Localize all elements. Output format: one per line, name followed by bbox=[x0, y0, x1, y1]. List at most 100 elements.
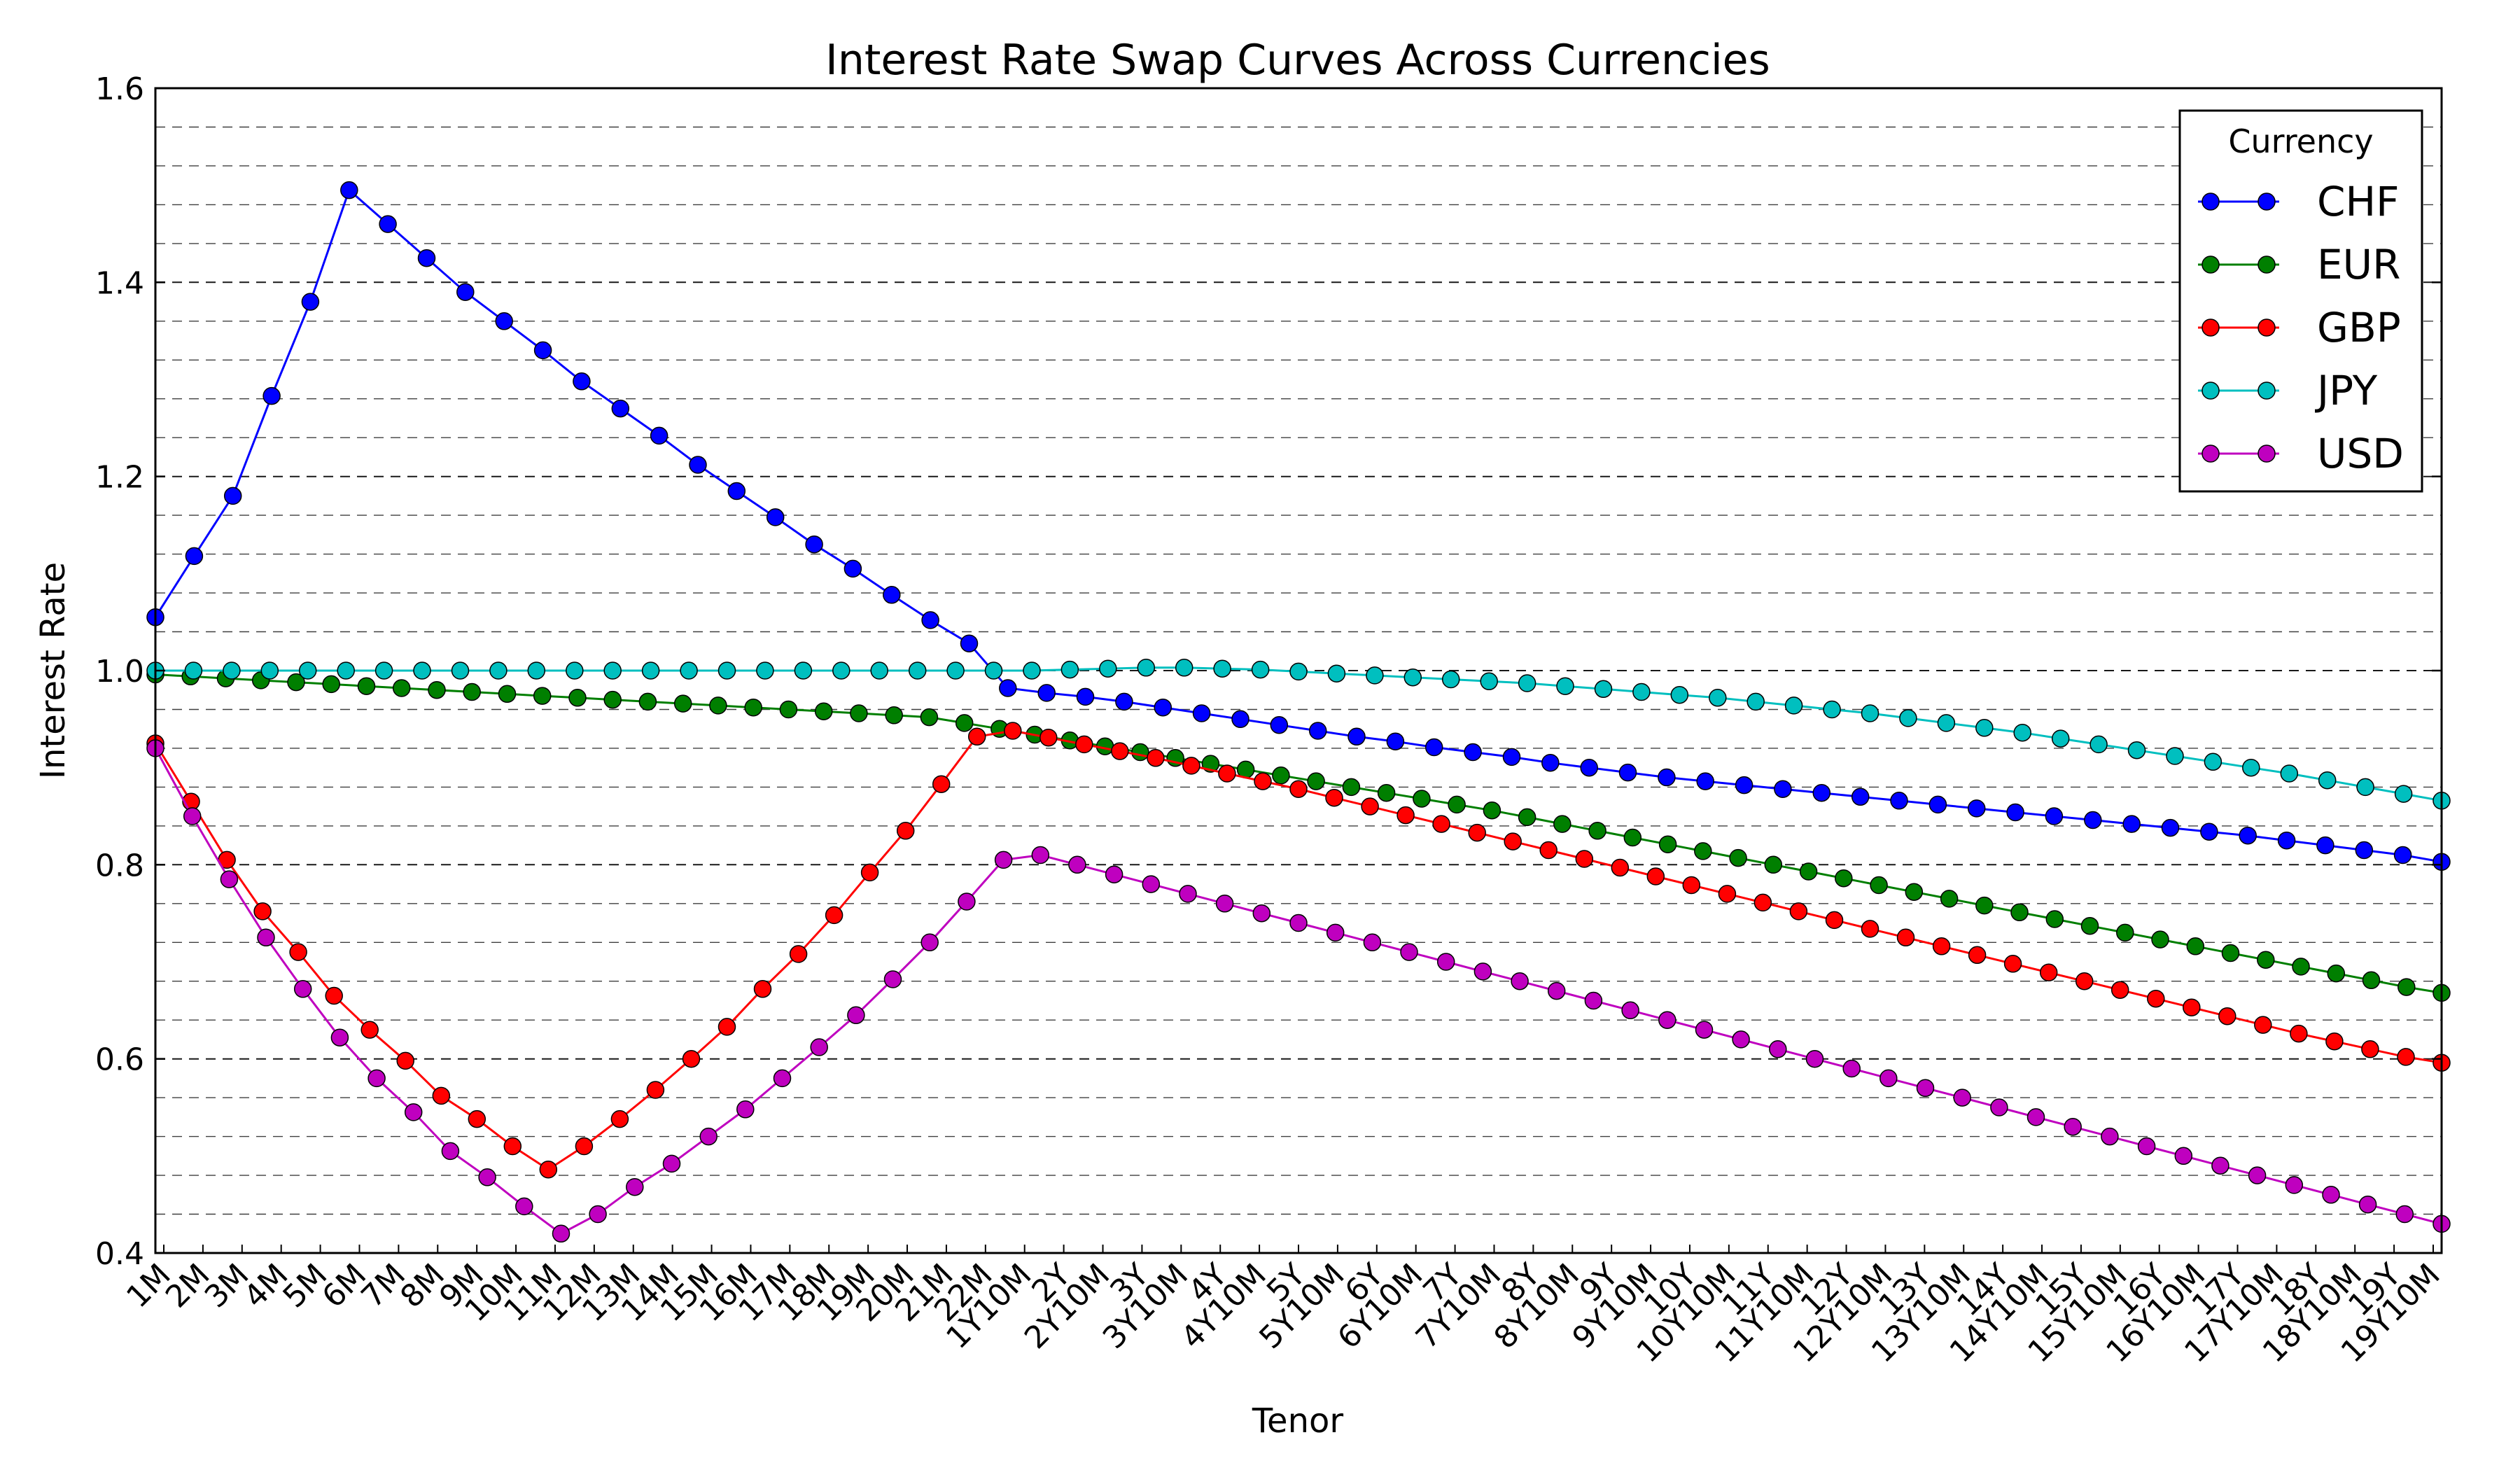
data-point bbox=[1040, 728, 1058, 747]
data-point bbox=[1932, 937, 1951, 955]
data-point bbox=[2045, 910, 2064, 928]
data-point bbox=[220, 870, 239, 888]
legend-marker bbox=[2202, 192, 2220, 211]
data-point bbox=[1632, 682, 1651, 701]
data-point bbox=[1441, 670, 1460, 689]
legend-entries: CHF EUR GBP JPY USD bbox=[2198, 178, 2404, 477]
data-point bbox=[468, 1110, 486, 1128]
data-point bbox=[638, 692, 657, 711]
series-layer bbox=[146, 181, 2451, 1243]
data-point bbox=[1618, 763, 1637, 782]
data-point bbox=[921, 611, 939, 629]
y-tick-label: 1.6 bbox=[95, 71, 144, 107]
data-point bbox=[301, 293, 320, 311]
data-point bbox=[1754, 893, 1772, 912]
data-point bbox=[1870, 876, 1888, 895]
data-point bbox=[773, 1069, 792, 1088]
data-point bbox=[2325, 1032, 2344, 1051]
data-point bbox=[340, 181, 358, 200]
data-point bbox=[573, 372, 591, 391]
legend-marker bbox=[2202, 255, 2220, 274]
data-point bbox=[825, 906, 844, 925]
data-point bbox=[2361, 1040, 2379, 1058]
data-point bbox=[756, 662, 774, 680]
data-point bbox=[1646, 867, 1665, 886]
data-point bbox=[253, 902, 272, 920]
data-point bbox=[1729, 848, 1747, 867]
data-point bbox=[1940, 890, 1959, 908]
legend-label: EUR bbox=[2317, 241, 2400, 288]
data-point bbox=[2183, 998, 2201, 1016]
data-point bbox=[794, 662, 813, 680]
data-point bbox=[1483, 801, 1502, 820]
data-point bbox=[498, 685, 517, 704]
data-point bbox=[1825, 911, 1844, 930]
data-point bbox=[920, 708, 939, 727]
data-point bbox=[185, 547, 204, 566]
data-point bbox=[2006, 803, 2024, 822]
data-point bbox=[223, 486, 242, 505]
data-point bbox=[2397, 1048, 2415, 1066]
data-point bbox=[1975, 896, 1994, 915]
data-point bbox=[682, 1049, 701, 1068]
data-point bbox=[847, 1006, 865, 1025]
data-point bbox=[883, 970, 902, 988]
data-point bbox=[1215, 895, 1234, 913]
data-point bbox=[2166, 747, 2184, 765]
data-point bbox=[1953, 1088, 1971, 1107]
data-point bbox=[2242, 758, 2260, 777]
data-point bbox=[967, 727, 986, 746]
legend-entry-gbp: GBP bbox=[2198, 304, 2401, 351]
legend-marker bbox=[2258, 255, 2276, 274]
data-point bbox=[920, 933, 939, 952]
data-point bbox=[2355, 841, 2374, 860]
data-point bbox=[1504, 832, 1522, 850]
data-point bbox=[1799, 862, 1818, 881]
data-point bbox=[1037, 684, 1056, 702]
data-point bbox=[662, 1154, 681, 1173]
data-point bbox=[1289, 780, 1308, 798]
data-point bbox=[999, 679, 1017, 697]
data-point bbox=[183, 807, 202, 825]
data-point bbox=[325, 986, 343, 1005]
data-point bbox=[2026, 1108, 2045, 1126]
data-point bbox=[456, 283, 475, 301]
data-point bbox=[1658, 835, 1677, 853]
data-point bbox=[1553, 815, 1572, 833]
data-point bbox=[1588, 822, 1606, 840]
data-point bbox=[2204, 752, 2222, 771]
data-point bbox=[1709, 689, 1727, 707]
data-point bbox=[360, 1021, 379, 1039]
data-point bbox=[1131, 743, 1149, 762]
data-point bbox=[357, 677, 376, 695]
data-point bbox=[1289, 913, 1308, 932]
data-point bbox=[718, 1018, 736, 1036]
data-point bbox=[489, 662, 507, 680]
legend-label: JPY bbox=[2315, 367, 2378, 414]
y-tick-label: 1.0 bbox=[95, 654, 144, 690]
legend-marker bbox=[2202, 382, 2220, 400]
data-point bbox=[1386, 732, 1405, 750]
data-point bbox=[2239, 826, 2257, 845]
data-point bbox=[2090, 735, 2108, 754]
data-point bbox=[1670, 685, 1689, 704]
data-point bbox=[1424, 738, 1443, 757]
data-point bbox=[2257, 951, 2275, 969]
legend-label: CHF bbox=[2317, 178, 2399, 225]
data-point bbox=[844, 559, 862, 578]
data-point bbox=[610, 1110, 629, 1128]
data-point bbox=[2010, 903, 2029, 922]
data-point bbox=[2045, 807, 2064, 825]
data-point bbox=[814, 702, 833, 720]
data-point bbox=[1031, 846, 1050, 864]
data-point bbox=[1348, 727, 1366, 746]
data-point bbox=[2127, 741, 2146, 760]
data-point bbox=[1076, 687, 1095, 706]
data-point bbox=[1658, 768, 1676, 787]
data-point bbox=[1890, 792, 1908, 810]
data-point bbox=[2356, 778, 2374, 797]
data-point bbox=[1366, 666, 1384, 685]
legend: Currency CHF EUR GBP JPY USD bbox=[2178, 109, 2423, 493]
data-point bbox=[1179, 885, 1197, 903]
data-point bbox=[1518, 808, 1536, 827]
